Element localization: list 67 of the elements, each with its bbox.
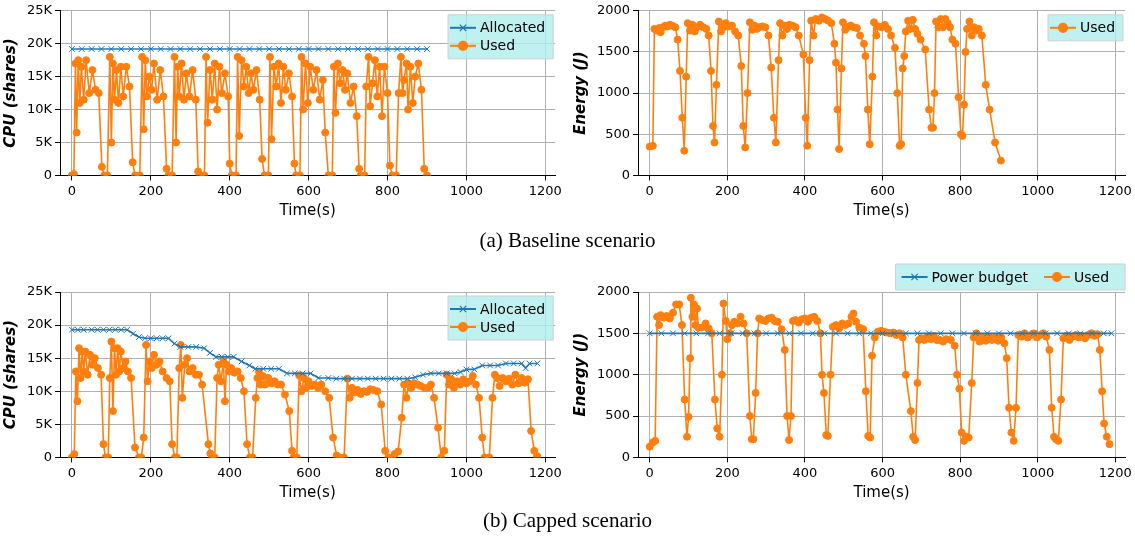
x-tick-label: 0: [645, 182, 654, 198]
y-tick-label: 25K: [26, 283, 53, 299]
x-tick-label: 1000: [1021, 182, 1055, 198]
x-tick-label: 400: [217, 182, 243, 198]
y-axis-title: Energy (J): [570, 332, 589, 417]
y-tick-label: 20K: [26, 316, 53, 332]
x-tick-label: 1200: [1098, 464, 1132, 480]
y-tick-label: 2000: [596, 283, 631, 299]
x-tick-label: 200: [138, 464, 164, 480]
x-tick-label: 1000: [1021, 464, 1055, 480]
x-tick-label: 800: [375, 464, 400, 480]
y-tick-label: 0: [621, 166, 631, 182]
legend-label: Used: [480, 318, 516, 335]
x-tick-label: 1200: [1098, 182, 1132, 198]
x-tick-label: 0: [645, 464, 654, 480]
x-tick-label: 1200: [528, 182, 562, 198]
x-tick-label: 600: [870, 464, 895, 480]
y-tick-label: 0: [43, 166, 53, 182]
x-tick-label: 800: [947, 464, 973, 480]
x-tick-label: 200: [714, 182, 740, 198]
y-tick-label: 1000: [596, 84, 631, 100]
x-tick-label: 800: [375, 182, 400, 198]
y-tick-label: 15K: [26, 349, 53, 365]
legend-label: Allocated: [480, 19, 546, 36]
x-tick-label: 200: [714, 464, 740, 480]
y-axis-title: CPU (shares): [0, 320, 19, 430]
y-tick-label: 2000: [596, 2, 631, 18]
x-tick-label: 1000: [449, 464, 483, 480]
y-tick-label: 1500: [596, 43, 631, 59]
x-tick-label: 400: [217, 464, 243, 480]
text: (a) Baseline scenario: [478, 228, 657, 253]
legend-label: Used: [1080, 19, 1116, 36]
x-tick-label: 1200: [528, 464, 562, 480]
y-tick-label: 500: [605, 407, 631, 423]
x-tick-label: 0: [67, 182, 77, 198]
y-tick-label: 0: [43, 448, 53, 464]
x-axis-title: Time(s): [278, 482, 336, 501]
y-tick-label: 500: [605, 125, 631, 141]
y-tick-label: 0: [621, 448, 631, 464]
y-tick-label: 1000: [596, 366, 631, 382]
legend-label: Used: [480, 37, 516, 54]
x-axis-title: Time(s): [852, 200, 910, 219]
x-tick-label: 200: [138, 182, 164, 198]
x-axis-title: Time(s): [852, 482, 910, 501]
legend-label: Power budget: [931, 268, 1029, 285]
y-tick-label: 25K: [26, 2, 53, 18]
x-tick-label: 800: [947, 182, 973, 198]
y-axis-title: CPU (shares): [0, 38, 19, 148]
x-tick-label: 400: [792, 464, 818, 480]
x-tick-label: 400: [792, 182, 818, 198]
legend-label: Used: [1074, 268, 1110, 285]
y-tick-label: 20K: [26, 35, 53, 51]
y-tick-label: 5K: [35, 415, 53, 431]
y-tick-label: 10K: [26, 382, 53, 398]
y-axis-title: Energy (J): [570, 51, 589, 135]
x-tick-label: 600: [296, 464, 322, 480]
x-axis-title: Time(s): [278, 200, 336, 219]
y-tick-label: 5K: [35, 133, 53, 149]
x-tick-label: 1000: [449, 182, 483, 198]
legend-label: Allocated: [480, 300, 546, 317]
x-tick-label: 600: [296, 182, 322, 198]
y-tick-label: 1500: [596, 324, 631, 340]
text: (b) Capped scenario: [481, 508, 654, 533]
y-tick-label: 15K: [26, 68, 53, 84]
x-tick-label: 0: [67, 464, 77, 480]
y-tick-label: 10K: [26, 100, 53, 116]
x-tick-label: 600: [870, 182, 895, 198]
